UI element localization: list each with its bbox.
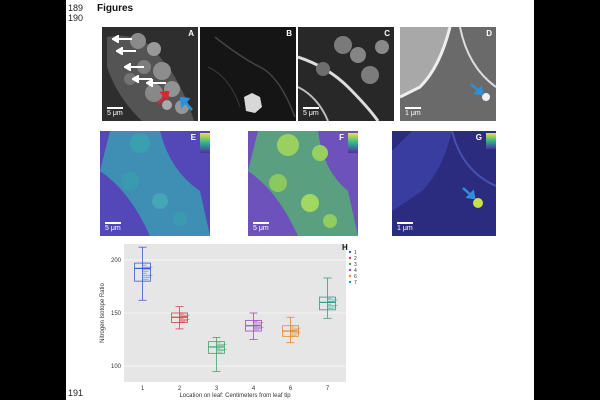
x-tick-label: 6 xyxy=(289,386,293,392)
legend-marker xyxy=(348,280,352,284)
blue-arrow-icon xyxy=(470,83,484,95)
micrograph-panel-c: C 5 μm xyxy=(298,27,394,121)
panel-label-f: F xyxy=(339,133,344,142)
panel-label-g: G xyxy=(475,133,482,142)
legend-entry: 2 xyxy=(354,256,357,262)
legend-entry: 6 xyxy=(354,274,357,280)
scale-bar-c: 5 μm xyxy=(303,107,319,117)
panel-label-c: C xyxy=(384,29,390,38)
blue-arrow-icon xyxy=(180,97,193,111)
scale-bar-f: 5 μm xyxy=(253,222,269,232)
isotope-map-panel-e: E 5 μm xyxy=(100,131,210,236)
x-tick-label: 4 xyxy=(252,386,256,392)
colorbar-f xyxy=(348,133,358,153)
document-page: 189 190 191 Figures A 5 μm B xyxy=(66,0,534,400)
panel-label-e: E xyxy=(190,133,196,142)
isotope-map-panel-f: F 5 μm xyxy=(248,131,358,236)
legend-entry: 4 xyxy=(354,268,357,274)
white-arrow-icon xyxy=(116,47,136,55)
micrograph-panel-d: D 1 μm xyxy=(400,27,496,121)
micrograph-panel-b: B xyxy=(200,27,296,121)
scale-bar-g: 1 μm xyxy=(397,222,413,232)
line-number: 191 xyxy=(68,388,84,398)
x-axis-label: Location on leaf: Centimeters from leaf … xyxy=(179,393,291,399)
white-arrow-icon xyxy=(124,63,144,71)
panel-label-h: H xyxy=(342,243,348,252)
line-number: 189 xyxy=(68,3,84,13)
y-tick-label: 200 xyxy=(111,258,122,264)
white-arrow-icon xyxy=(146,79,166,87)
legend-marker xyxy=(348,250,352,254)
isotope-map-panel-g: G 1 μm xyxy=(392,131,496,236)
legend-entry: 7 xyxy=(354,280,357,286)
x-tick-label: 2 xyxy=(178,386,182,392)
white-arrow-icon xyxy=(112,35,132,43)
legend-marker xyxy=(348,256,352,260)
legend-entry: 1 xyxy=(354,250,357,256)
panel-label-b: B xyxy=(286,29,292,38)
figures-heading: Figures xyxy=(97,3,134,14)
legend-marker xyxy=(348,274,352,278)
y-axis-label: Nitrogen Isotope Ratio xyxy=(100,282,106,342)
colorbar-e xyxy=(200,133,210,153)
legend-marker xyxy=(348,262,352,266)
boxplot-panel-h: 100 150 200 1 2 3 4 6 7 Nitrogen Isotope Ratio L… xyxy=(96,238,366,400)
y-tick-label: 150 xyxy=(111,311,122,317)
x-tick-label: 3 xyxy=(215,386,219,392)
legend-marker xyxy=(348,268,352,272)
legend-entry: 3 xyxy=(354,262,357,268)
line-number: 190 xyxy=(68,13,84,23)
micrograph-panel-a: A 5 μm xyxy=(102,27,198,121)
scale-bar-a: 5 μm xyxy=(107,107,123,117)
colorbar-g xyxy=(486,133,496,149)
x-tick-label: 7 xyxy=(326,386,330,392)
x-tick-label: 1 xyxy=(141,386,145,392)
red-arrow-icon xyxy=(157,91,170,105)
panel-label-d: D xyxy=(486,29,492,38)
white-arrow-icon xyxy=(132,75,152,83)
scale-bar-d: 1 μm xyxy=(405,107,421,117)
scale-bar-e: 5 μm xyxy=(105,222,121,232)
y-tick-label: 100 xyxy=(111,364,122,370)
blue-arrow-icon xyxy=(462,187,476,199)
panel-label-a: A xyxy=(188,29,194,38)
